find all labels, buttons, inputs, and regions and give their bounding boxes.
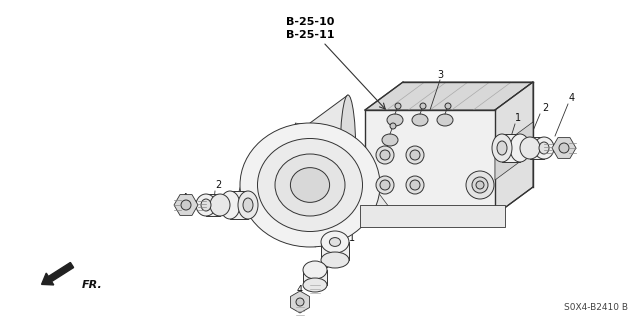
Ellipse shape (181, 200, 191, 210)
Text: 4: 4 (569, 93, 575, 103)
Polygon shape (295, 123, 395, 215)
Text: 3: 3 (437, 70, 443, 80)
Ellipse shape (296, 298, 304, 306)
Ellipse shape (257, 139, 362, 231)
Polygon shape (365, 82, 533, 110)
Text: 2: 2 (215, 180, 221, 190)
Ellipse shape (291, 168, 330, 202)
Ellipse shape (303, 278, 327, 292)
Ellipse shape (390, 123, 396, 129)
Ellipse shape (321, 252, 349, 268)
Ellipse shape (497, 141, 507, 155)
Polygon shape (303, 270, 327, 285)
Ellipse shape (559, 143, 569, 153)
Text: 4: 4 (297, 285, 303, 295)
Polygon shape (206, 194, 220, 216)
Ellipse shape (510, 134, 530, 162)
Ellipse shape (330, 237, 340, 246)
Ellipse shape (539, 142, 549, 154)
Text: 1: 1 (349, 233, 355, 243)
Ellipse shape (340, 95, 356, 219)
Ellipse shape (534, 137, 554, 159)
Ellipse shape (410, 180, 420, 190)
Polygon shape (360, 205, 505, 227)
Ellipse shape (412, 114, 428, 126)
Ellipse shape (472, 177, 488, 193)
Ellipse shape (437, 114, 453, 126)
Ellipse shape (492, 134, 512, 162)
Text: S0X4-B2410 B: S0X4-B2410 B (564, 303, 628, 312)
Ellipse shape (382, 134, 398, 146)
Ellipse shape (520, 137, 540, 159)
Text: 1: 1 (242, 170, 248, 180)
Text: 4: 4 (182, 193, 188, 203)
Ellipse shape (238, 191, 258, 219)
Ellipse shape (387, 114, 403, 126)
Polygon shape (365, 110, 495, 215)
Polygon shape (502, 134, 520, 162)
Ellipse shape (476, 181, 484, 189)
Ellipse shape (380, 180, 390, 190)
Polygon shape (495, 122, 533, 180)
Ellipse shape (376, 146, 394, 164)
Polygon shape (530, 137, 544, 159)
Polygon shape (310, 95, 353, 247)
Ellipse shape (410, 150, 420, 160)
Ellipse shape (376, 176, 394, 194)
Ellipse shape (220, 191, 240, 219)
Polygon shape (321, 242, 349, 260)
Text: 2: 2 (542, 103, 548, 113)
Ellipse shape (201, 199, 211, 211)
Text: 1: 1 (515, 113, 521, 123)
Ellipse shape (380, 150, 390, 160)
Ellipse shape (420, 103, 426, 109)
Ellipse shape (275, 154, 345, 216)
Ellipse shape (406, 146, 424, 164)
Text: B-25-10: B-25-10 (286, 17, 334, 27)
Ellipse shape (303, 261, 327, 279)
Polygon shape (495, 82, 533, 215)
FancyArrow shape (42, 262, 74, 285)
Ellipse shape (243, 198, 253, 212)
Text: 2: 2 (322, 260, 328, 270)
Text: B-25-11: B-25-11 (285, 30, 334, 40)
Ellipse shape (445, 103, 451, 109)
Ellipse shape (466, 171, 494, 199)
Ellipse shape (196, 194, 216, 216)
Ellipse shape (321, 231, 349, 253)
Polygon shape (230, 191, 248, 219)
Ellipse shape (395, 103, 401, 109)
Ellipse shape (406, 176, 424, 194)
Ellipse shape (210, 194, 230, 216)
Text: FR.: FR. (82, 280, 103, 290)
Ellipse shape (240, 123, 380, 247)
